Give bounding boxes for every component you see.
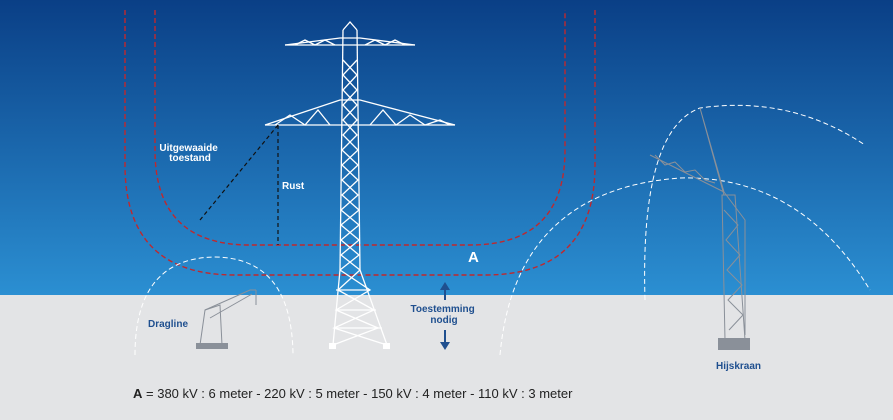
- ground: [0, 295, 893, 420]
- sky: [0, 0, 893, 295]
- outer-zone: [124, 10, 596, 276]
- legend: A = 380 kV : 6 meter - 220 kV : 5 meter …: [133, 386, 573, 401]
- permission-label-line: Toestemming: [410, 304, 474, 315]
- rest-label: Rust: [282, 181, 305, 192]
- clearance-label: A: [468, 249, 479, 266]
- permission-arrows: [440, 282, 450, 350]
- crane: [649, 107, 750, 350]
- dragline-reach: [134, 256, 294, 356]
- permission-label: Toestemming nodig: [410, 304, 477, 326]
- dragline: [196, 289, 257, 349]
- swing-label: Uitgewaaide toestand: [159, 143, 220, 164]
- legend-symbol: A: [133, 386, 143, 401]
- pylon: [264, 21, 456, 349]
- permission-label-line: nodig: [430, 315, 457, 326]
- legend-text: = 380 kV : 6 meter - 220 kV : 5 meter - …: [146, 386, 573, 401]
- dragline-label: Dragline: [148, 319, 188, 330]
- swing-label-line: Uitgewaaide: [159, 143, 218, 154]
- swing-label-line: toestand: [169, 153, 211, 164]
- crane-label: Hijskraan: [716, 361, 761, 372]
